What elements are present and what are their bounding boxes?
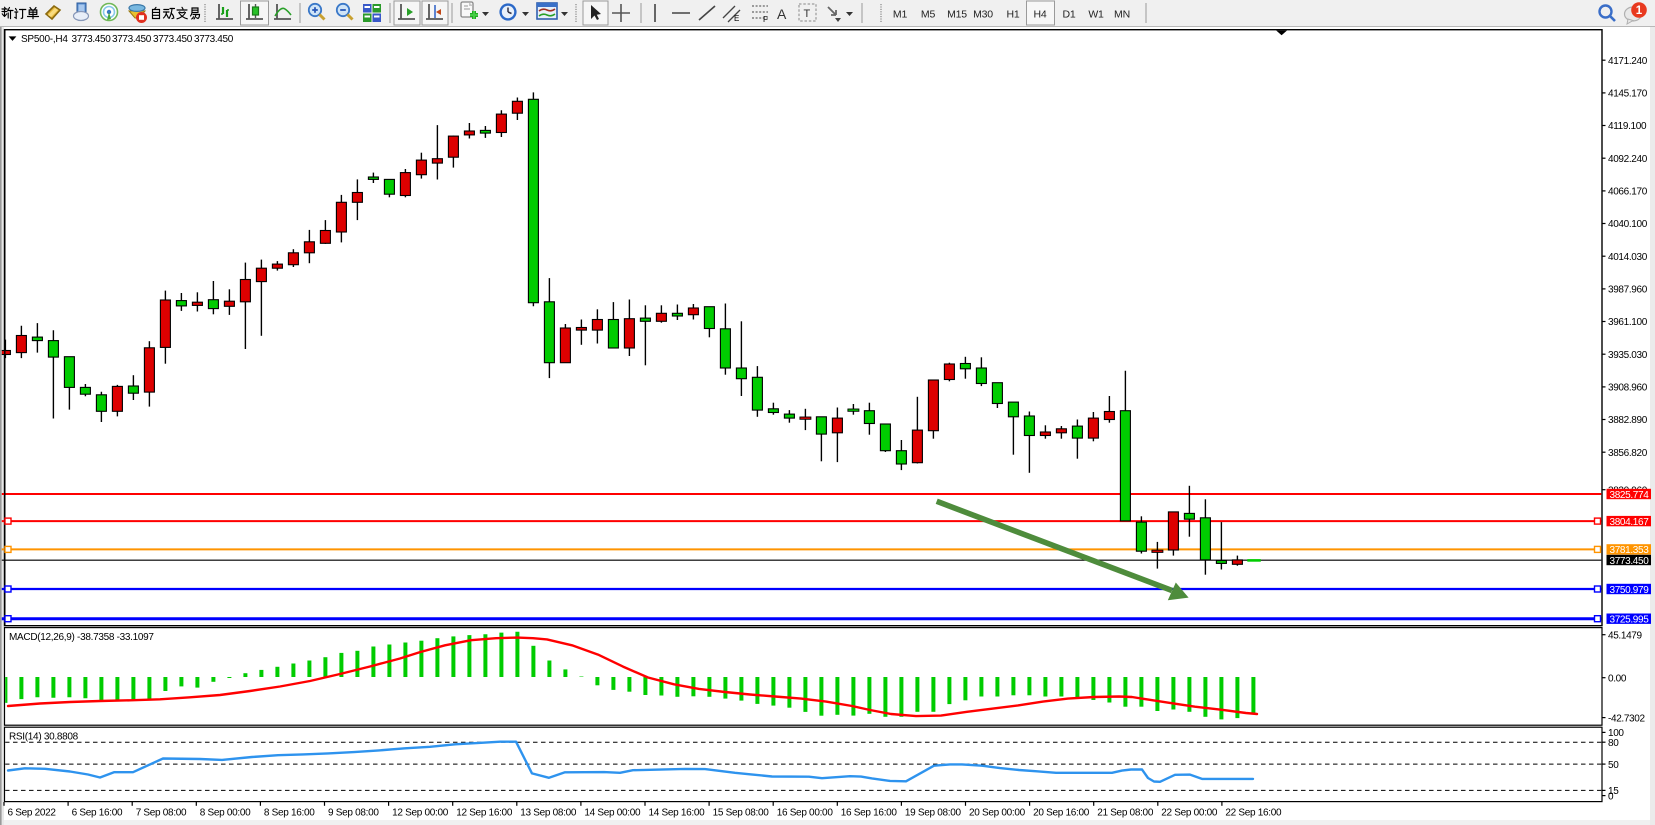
svg-text:3908.960: 3908.960: [1608, 383, 1648, 394]
svg-text:14 Sep 16:00: 14 Sep 16:00: [649, 808, 706, 819]
svg-text:3781.353: 3781.353: [1610, 545, 1650, 556]
svg-text:3773.450: 3773.450: [72, 34, 112, 45]
svg-text:14 Sep 00:00: 14 Sep 00:00: [584, 808, 641, 819]
svg-text:0.00: 0.00: [1608, 673, 1627, 684]
svg-text:MN: MN: [1114, 9, 1130, 21]
svg-text:12 Sep 00:00: 12 Sep 00:00: [392, 808, 449, 819]
svg-text:16 Sep 00:00: 16 Sep 00:00: [777, 808, 834, 819]
svg-text:4066.170: 4066.170: [1608, 187, 1648, 198]
svg-text:9 Sep 08:00: 9 Sep 08:00: [328, 808, 379, 819]
svg-text:6 Sep 2022: 6 Sep 2022: [8, 808, 57, 819]
svg-text:3856.820: 3856.820: [1608, 448, 1648, 459]
svg-text:H4: H4: [1033, 9, 1046, 21]
svg-text:4119.100: 4119.100: [1608, 121, 1647, 132]
svg-text:-42.7302: -42.7302: [1608, 713, 1645, 724]
svg-text:MACD(12,26,9) -38.7358 -33.109: MACD(12,26,9) -38.7358 -33.1097: [9, 632, 154, 643]
svg-text:100: 100: [1608, 728, 1624, 739]
svg-text:3804.167: 3804.167: [1610, 517, 1650, 528]
svg-text:M1: M1: [893, 9, 908, 21]
svg-text:3987.960: 3987.960: [1608, 285, 1648, 296]
svg-text:M30: M30: [973, 9, 993, 21]
svg-text:21 Sep 08:00: 21 Sep 08:00: [1097, 808, 1154, 819]
svg-text:4014.030: 4014.030: [1608, 252, 1648, 263]
svg-text:15 Sep 08:00: 15 Sep 08:00: [713, 808, 770, 819]
svg-text:SP500-,H4: SP500-,H4: [21, 34, 68, 45]
svg-text:3725.995: 3725.995: [1610, 615, 1650, 626]
svg-text:3773.450: 3773.450: [153, 34, 193, 45]
svg-text:19 Sep 08:00: 19 Sep 08:00: [905, 808, 962, 819]
svg-text:45.1479: 45.1479: [1608, 630, 1642, 641]
svg-text:3750.979: 3750.979: [1610, 585, 1650, 596]
svg-text:3935.030: 3935.030: [1608, 350, 1648, 361]
svg-text:3825.774: 3825.774: [1610, 490, 1650, 501]
svg-text:M15: M15: [947, 9, 967, 21]
svg-text:4171.240: 4171.240: [1608, 56, 1648, 67]
svg-text:50: 50: [1608, 760, 1619, 771]
svg-text:4145.170: 4145.170: [1608, 89, 1648, 100]
svg-text:E: E: [734, 14, 739, 23]
svg-text:3882.890: 3882.890: [1608, 415, 1648, 426]
svg-text:4092.240: 4092.240: [1608, 154, 1648, 165]
svg-text:12 Sep 16:00: 12 Sep 16:00: [456, 808, 513, 819]
svg-text:A: A: [777, 6, 787, 22]
svg-text:W1: W1: [1088, 9, 1104, 21]
svg-text:8 Sep 00:00: 8 Sep 00:00: [200, 808, 251, 819]
svg-text:16 Sep 16:00: 16 Sep 16:00: [841, 808, 898, 819]
svg-text:22 Sep 16:00: 22 Sep 16:00: [1225, 808, 1282, 819]
svg-text:RSI(14) 30.8808: RSI(14) 30.8808: [9, 732, 79, 743]
svg-text:1: 1: [1636, 5, 1643, 17]
svg-text:20 Sep 16:00: 20 Sep 16:00: [1033, 808, 1090, 819]
svg-text:T: T: [804, 8, 811, 20]
svg-text:3773.450: 3773.450: [1610, 556, 1650, 567]
svg-text:80: 80: [1608, 738, 1619, 749]
svg-text:6 Sep 16:00: 6 Sep 16:00: [72, 808, 123, 819]
svg-text:D1: D1: [1062, 9, 1075, 21]
svg-text:F: F: [763, 15, 768, 24]
svg-text:13 Sep 08:00: 13 Sep 08:00: [520, 808, 577, 819]
svg-text:H1: H1: [1006, 9, 1019, 21]
svg-text:3961.100: 3961.100: [1608, 317, 1648, 328]
svg-text:7 Sep 08:00: 7 Sep 08:00: [136, 808, 187, 819]
svg-text:M5: M5: [921, 9, 936, 21]
svg-text:15: 15: [1608, 786, 1619, 797]
svg-text:3773.450: 3773.450: [194, 34, 234, 45]
svg-text:22 Sep 00:00: 22 Sep 00:00: [1161, 808, 1218, 819]
svg-text:8 Sep 16:00: 8 Sep 16:00: [264, 808, 315, 819]
svg-text:4040.100: 4040.100: [1608, 219, 1648, 230]
svg-text:0: 0: [1608, 791, 1614, 802]
svg-text:20 Sep 00:00: 20 Sep 00:00: [969, 808, 1026, 819]
svg-text:3773.450: 3773.450: [112, 34, 152, 45]
